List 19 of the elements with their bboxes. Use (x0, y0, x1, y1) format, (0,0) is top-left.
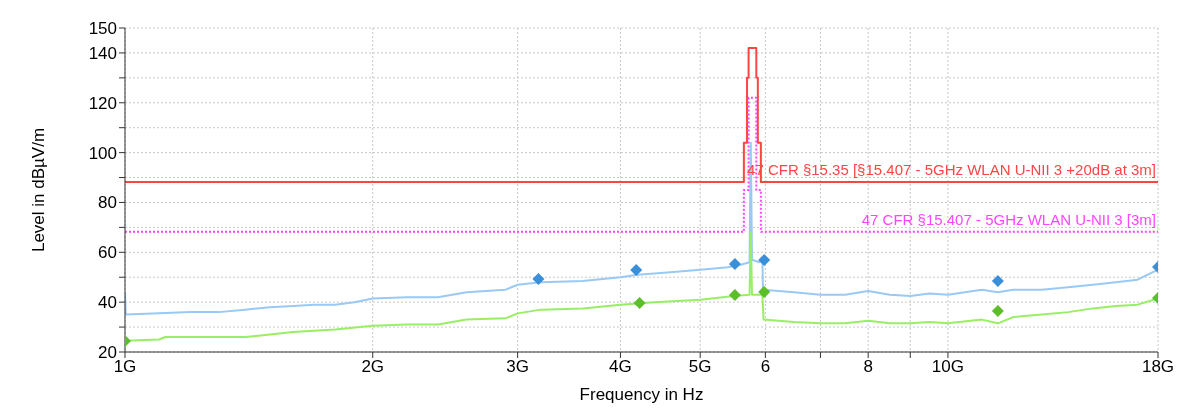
y-tick-label: 120 (88, 93, 117, 113)
x-tick-label: 18G (1141, 357, 1175, 377)
x-tick-label: 5G (688, 357, 712, 377)
x-tick-label: 8 (863, 357, 873, 377)
x-axis-title: Frequency in Hz (579, 385, 704, 404)
y-axis-title: Level in dBµV/m (29, 127, 49, 253)
x-tick-label: 3G (506, 357, 529, 377)
series-label: 47 CFR §15.407 - 5GHz WLAN U-NII 3 [3m] (861, 210, 1156, 228)
x-tick-label: 4G (609, 357, 632, 377)
y-tick-label: 150 (88, 19, 117, 39)
y-tick-label: 80 (98, 193, 117, 213)
x-tick-label: 1G (113, 357, 137, 377)
y-tick-label: 100 (88, 143, 117, 163)
x-tick-label: 6 (760, 357, 771, 377)
y-tick-label: 60 (98, 243, 117, 263)
x-tick-label: 2G (361, 357, 385, 377)
y-tick-label: 140 (88, 43, 117, 63)
y-tick-label: 40 (98, 293, 117, 313)
x-tick-label: 10G (931, 357, 964, 377)
